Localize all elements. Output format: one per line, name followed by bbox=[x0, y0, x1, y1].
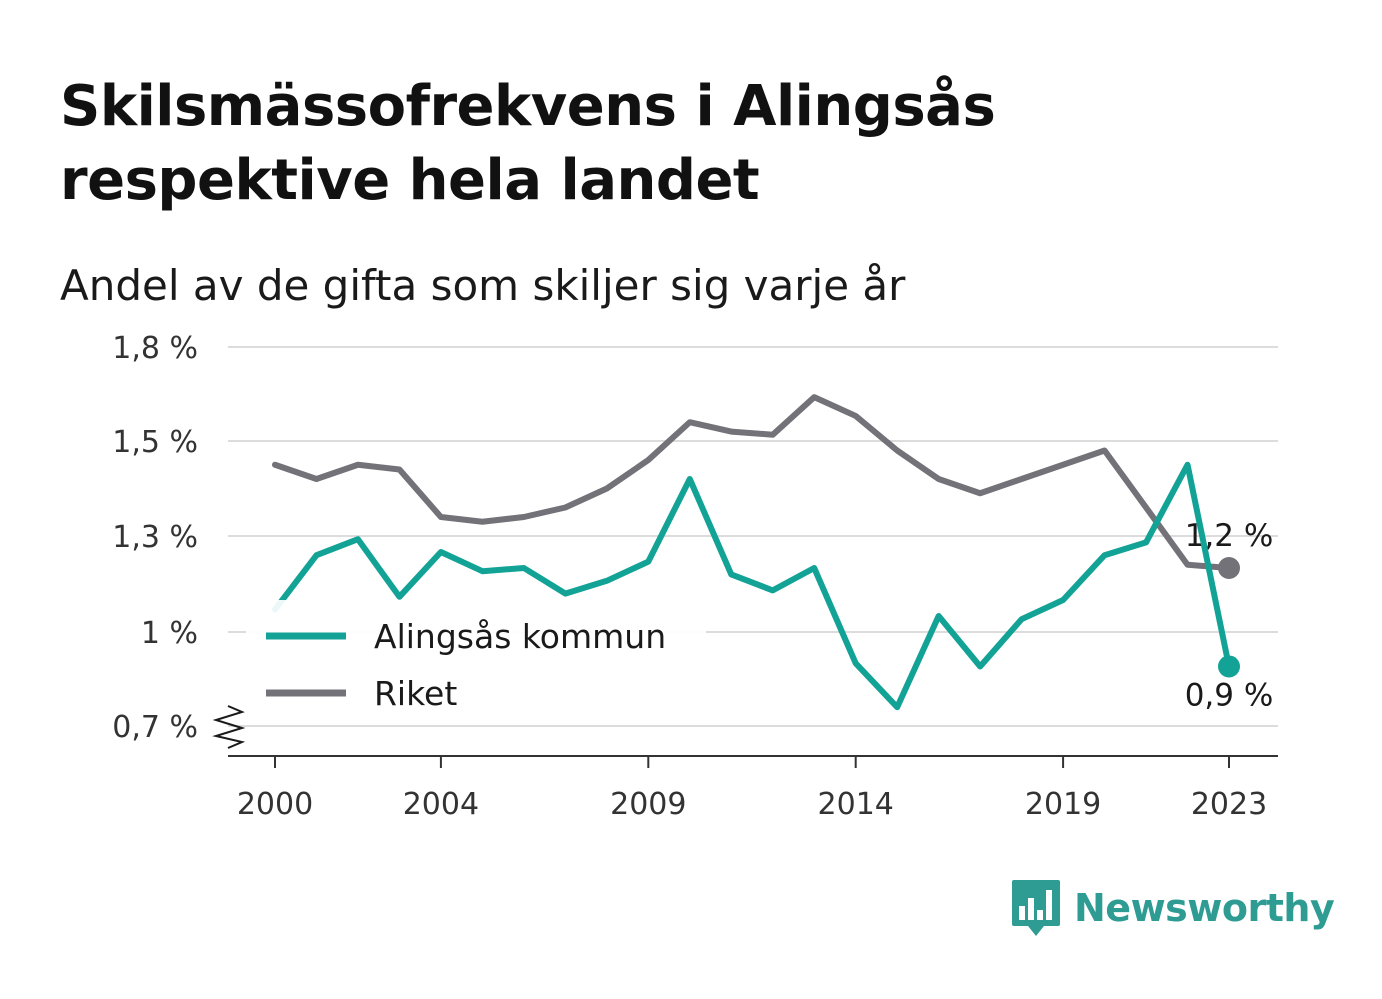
legend-background bbox=[246, 600, 706, 725]
legend-label: Riket bbox=[374, 674, 457, 713]
chart-subtitle: Andel av de gifta som skiljer sig varje … bbox=[60, 261, 906, 310]
x-tick-label: 2009 bbox=[610, 787, 686, 822]
y-tick-label: 1,3 % bbox=[112, 520, 198, 555]
y-tick-label: 0,7 % bbox=[112, 710, 198, 745]
legend-label: Alingsås kommun bbox=[374, 617, 666, 656]
y-tick-label: 1 % bbox=[141, 616, 198, 651]
series-end-point bbox=[1218, 655, 1240, 678]
brand-name: Newsworthy bbox=[1074, 886, 1335, 930]
x-tick-label: 2014 bbox=[818, 787, 894, 822]
series-end-point bbox=[1218, 557, 1240, 579]
series-line-alingsas bbox=[272, 461, 1232, 711]
x-tick-label: 2019 bbox=[1025, 787, 1101, 822]
series-end-label: 0,9 % bbox=[1185, 677, 1274, 713]
x-tick-label: 2004 bbox=[403, 787, 479, 822]
y-tick-label: 1,8 % bbox=[112, 331, 198, 366]
series-lines: 1,2 %0,9 % bbox=[272, 394, 1274, 713]
y-tick-label: 1,5 % bbox=[112, 425, 198, 460]
x-tick-label: 2023 bbox=[1191, 787, 1267, 822]
newsworthy-logo: Newsworthy bbox=[1010, 878, 1335, 938]
axis-break-icon bbox=[212, 705, 246, 749]
chart-title: Skilsmässofrekvens i Alingsås respektive… bbox=[60, 74, 996, 213]
x-tick-label: 2000 bbox=[237, 787, 313, 822]
y-axis-ticks: 0,7 % 1 % 1,3 % 1,5 % 1,8 % bbox=[112, 331, 198, 745]
bar-chart-speech-bubble-icon bbox=[1012, 880, 1060, 936]
series-line-riket bbox=[272, 394, 1232, 571]
legend: Alingsås kommun Riket bbox=[246, 600, 706, 725]
x-axis-ticks: 2000 2004 2009 2014 2019 2023 bbox=[237, 756, 1267, 822]
